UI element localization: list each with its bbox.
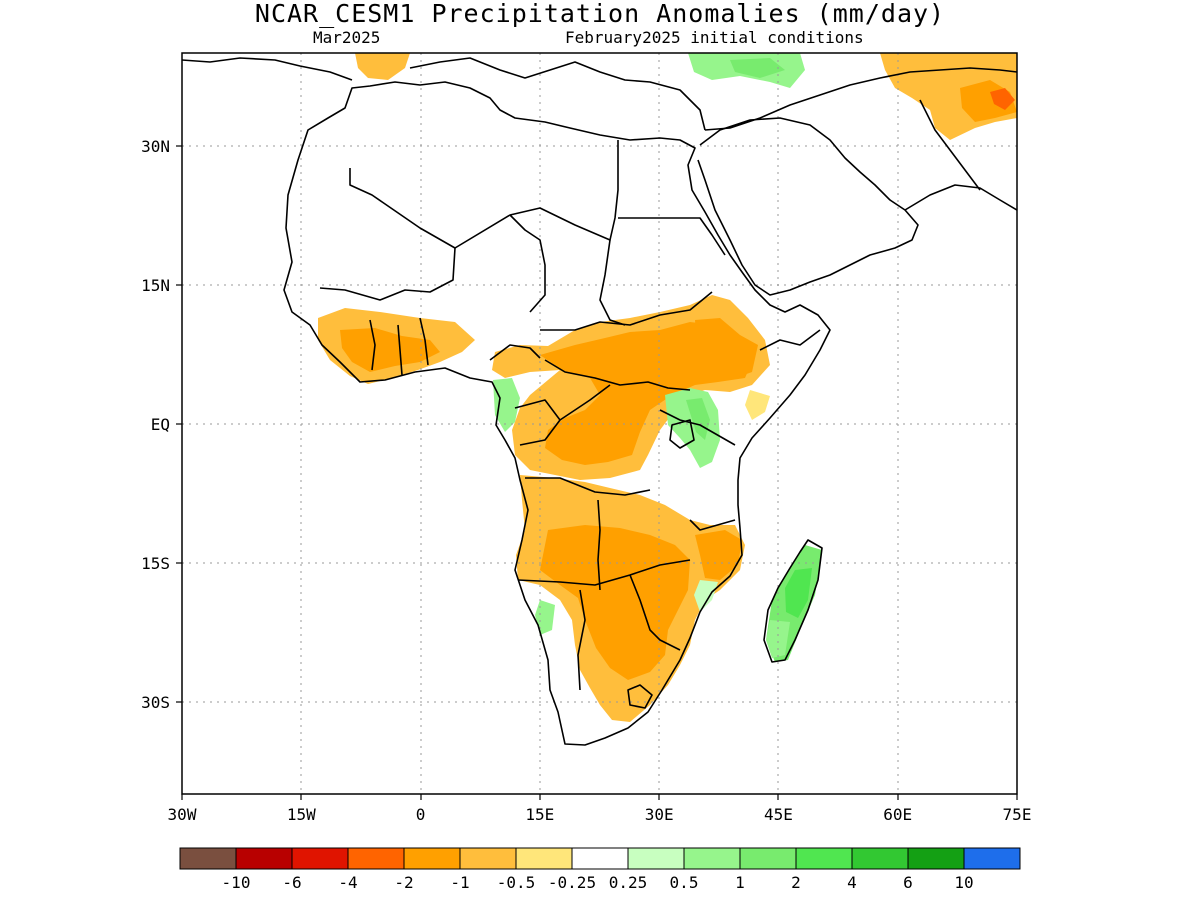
anomaly-region-namibia-wet [535,600,555,635]
legend-swatch [627,847,685,870]
latitude-labels: 30N 15N EQ 15S 30S [141,137,170,712]
legend-label: -0.5 [497,873,536,892]
anomaly-region-horn [745,390,770,420]
anomaly-region-med-wet2 [730,58,785,78]
axis-tick-marks [176,145,1018,800]
legend-swatch [179,847,237,870]
legend-label: -10 [222,873,251,892]
coastlines-and-borders [182,57,1017,746]
legend-swatch [683,847,741,870]
anomaly-region-mideast-strong [990,88,1015,110]
forecast-month: Mar2025 [313,28,381,47]
legend-swatch [291,847,349,870]
legend-swatch [739,847,797,870]
legend-swatch [347,847,405,870]
legend-label: -2 [394,873,413,892]
legend-label: 2 [791,873,801,892]
legend-label: 10 [954,873,973,892]
longitude-label: 75E [1003,805,1032,824]
anomaly-region-gabon-wet [493,378,520,432]
legend-swatch [907,847,965,870]
longitude-label: 60E [883,805,912,824]
legend-swatch [459,847,517,870]
legend-label: 6 [903,873,913,892]
latitude-label: 30N [141,137,170,156]
longitude-label: 30E [645,805,674,824]
legend-label: -1 [450,873,469,892]
anomaly-shading [318,53,1017,722]
legend-swatch [235,847,293,870]
legend-label: -6 [282,873,301,892]
legend-label: 0.25 [609,873,648,892]
lat-lon-grid [182,53,1017,794]
legend-swatch [795,847,853,870]
latitude-label: EQ [151,415,170,434]
legend-swatch [515,847,573,870]
latitude-label: 30S [141,693,170,712]
longitude-label: 15W [287,805,316,824]
anomaly-region-mozambique [695,530,742,580]
legend-label: 1 [735,873,745,892]
anomaly-region-east-africa-wet [665,388,720,468]
initial-conditions-label: February2025 initial conditions [565,28,864,47]
color-legend: -10 -6 -4 -2 -1 -0.5 -0.25 0.25 0.5 1 2 4 6 10 [179,847,1021,892]
legend-swatch [403,847,461,870]
legend-swatch [963,847,1021,870]
legend-label: -4 [338,873,357,892]
longitude-label: 45E [764,805,793,824]
legend-swatch [851,847,909,870]
legend-label: -0.25 [548,873,596,892]
longitude-label: 15E [525,805,554,824]
anomaly-region-madagascar-core [785,568,812,618]
anomaly-region-east-africa-wet2 [686,398,710,440]
anomaly-region-mozambique-wet [694,580,718,612]
longitude-labels: 30W 15W 0 15E 30E 45E 60E 75E [168,805,1032,824]
latitude-label: 15N [141,276,170,295]
legend-label: 0.5 [670,873,699,892]
anomaly-region-madagascar-south [766,620,790,658]
latitude-label: 15S [141,554,170,573]
anomaly-region-west-africa-core [340,328,440,372]
longitude-label: 30W [168,805,197,824]
legend-label: 4 [847,873,857,892]
anomaly-region-southern-africa-core [540,525,690,680]
anomaly-region-east-africa [695,318,758,380]
anomaly-region-iberia [355,53,410,80]
map-title: NCAR_CESM1 Precipitation Anomalies (mm/d… [254,0,946,28]
longitude-label: 0 [416,805,426,824]
legend-swatch [571,847,629,870]
